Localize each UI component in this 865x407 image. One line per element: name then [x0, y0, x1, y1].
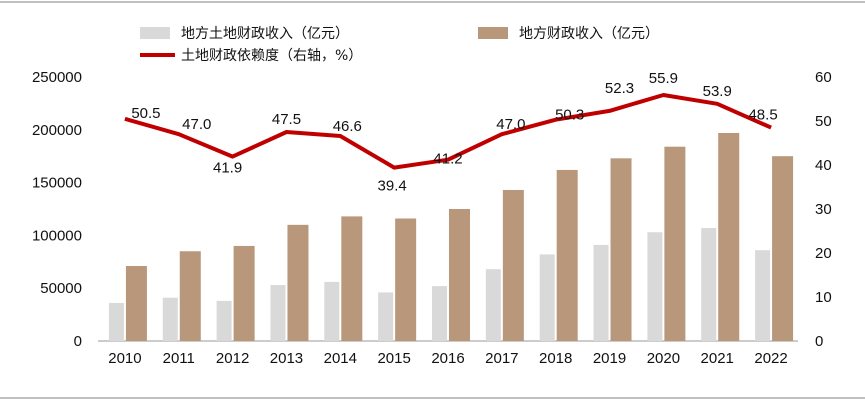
bar-fiscal-revenue	[502, 189, 524, 341]
bar-land-revenue	[701, 228, 717, 341]
bar-land-revenue	[485, 269, 501, 341]
dependence-data-label: 50.3	[555, 107, 584, 124]
legend-swatch-land-revenue	[140, 27, 170, 39]
dependence-data-label: 50.5	[131, 105, 160, 122]
x-axis-tick-label: 2021	[701, 350, 734, 367]
dependence-data-label: 55.9	[649, 70, 678, 87]
bar-fiscal-revenue	[772, 156, 794, 341]
bar-fiscal-revenue	[179, 251, 201, 341]
bar-land-revenue	[755, 250, 771, 341]
x-axis-tick-label: 2014	[324, 350, 357, 367]
x-axis-tick-label: 2012	[216, 350, 249, 367]
bar-land-revenue	[270, 285, 286, 341]
bar-land-revenue	[216, 300, 232, 341]
bar-land-revenue	[593, 244, 609, 341]
x-axis-tick-label: 2016	[431, 350, 464, 367]
bar-fiscal-revenue	[341, 216, 363, 341]
bar-fiscal-revenue	[718, 132, 740, 341]
x-axis-tick-label: 2011	[163, 350, 195, 367]
left-axis-tick-label: 150000	[32, 175, 82, 192]
left-axis-tick-label: 250000	[32, 69, 82, 86]
x-axis-tick-label: 2015	[377, 350, 410, 367]
dependence-data-label: 52.3	[605, 80, 634, 97]
dependence-data-label: 41.9	[213, 160, 242, 177]
bar-fiscal-revenue	[233, 245, 255, 341]
left-axis-tick-label: 100000	[32, 227, 82, 244]
bar-land-revenue	[539, 254, 555, 341]
bar-fiscal-revenue	[556, 169, 578, 341]
dependence-data-label: 47.0	[182, 116, 211, 133]
dependence-line-group: 50.5 47.0 41.9 47.5 46.6 39.4 41.2 47.0 50.3 52.3…	[124, 70, 778, 195]
dependence-data-label: 53.9	[703, 83, 732, 100]
bar-fiscal-revenue	[287, 224, 309, 341]
right-axis-tick-label: 40	[815, 157, 832, 174]
left-axis-tick-label: 0	[74, 333, 82, 350]
x-axis-tick-label: 2018	[539, 350, 572, 367]
bar-land-revenue	[108, 302, 124, 341]
bar-fiscal-revenue	[449, 209, 470, 341]
right-axis-tick-label: 30	[815, 201, 832, 218]
bar-land-revenue	[162, 297, 178, 341]
right-axis: 0 10 20 30 40 50 60	[815, 69, 832, 350]
dependence-data-label: 41.2	[433, 151, 462, 168]
dependence-data-label: 46.6	[333, 118, 362, 135]
bar-land-revenue	[432, 286, 447, 341]
dependence-data-label: 47.0	[496, 116, 525, 133]
bar-land-revenue	[647, 232, 663, 341]
bar-fiscal-revenue	[395, 218, 417, 341]
legend-label-land-revenue: 地方土地财政收入（亿元）	[181, 26, 349, 42]
right-axis-tick-label: 20	[815, 245, 832, 262]
dependence-data-label: 48.5	[748, 107, 777, 124]
bars-group	[108, 132, 794, 341]
bar-fiscal-revenue	[125, 266, 147, 341]
right-axis-tick-label: 50	[815, 113, 832, 130]
x-axis-tick-label: 2022	[754, 350, 787, 367]
x-axis-tick-label: 2019	[593, 350, 626, 367]
left-axis-tick-label: 50000	[40, 280, 82, 297]
x-axis-tick-label: 2020	[647, 350, 680, 367]
x-axis-tick-label: 2010	[108, 350, 141, 367]
bar-fiscal-revenue	[664, 146, 686, 341]
dependence-data-label: 39.4	[378, 178, 407, 195]
x-axis-tick-label: 2013	[270, 350, 303, 367]
left-axis: 0 50000 100000 150000 200000 250000	[32, 69, 82, 350]
right-axis-tick-label: 60	[815, 69, 832, 86]
bar-fiscal-revenue	[610, 158, 632, 341]
legend: 地方土地财政收入（亿元） 地方财政收入（亿元） 土地财政依赖度（右轴，%）	[140, 26, 659, 64]
x-axis-tick-label: 2017	[485, 350, 518, 367]
x-axis-labels: 2010 2011 2012 2013 2014 2015 2016 2017 2018 2019…	[108, 350, 788, 367]
legend-label-dependence: 土地财政依赖度（右轴，%）	[181, 48, 362, 64]
bar-land-revenue	[378, 292, 394, 341]
left-axis-tick-label: 200000	[32, 122, 82, 139]
legend-swatch-fiscal-revenue	[478, 27, 508, 39]
dependence-data-label: 47.5	[272, 111, 301, 128]
legend-label-fiscal-revenue: 地方财政收入（亿元）	[519, 26, 659, 42]
right-axis-tick-label: 10	[815, 289, 832, 306]
dependence-line	[124, 93, 772, 170]
bar-land-revenue	[324, 281, 340, 341]
right-axis-tick-label: 0	[815, 333, 823, 350]
